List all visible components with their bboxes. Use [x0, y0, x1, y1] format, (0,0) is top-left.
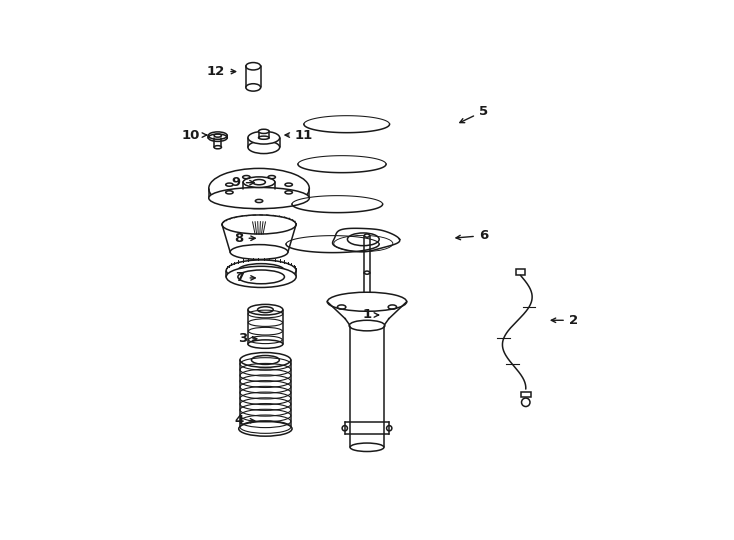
- Ellipse shape: [208, 132, 228, 139]
- Text: 11: 11: [285, 129, 313, 141]
- Ellipse shape: [327, 292, 407, 311]
- Bar: [521, 392, 531, 397]
- Ellipse shape: [222, 215, 296, 234]
- Ellipse shape: [364, 234, 370, 237]
- Ellipse shape: [522, 398, 530, 407]
- Ellipse shape: [248, 131, 280, 144]
- Ellipse shape: [258, 129, 269, 133]
- Ellipse shape: [349, 320, 385, 331]
- Ellipse shape: [248, 141, 280, 153]
- Bar: [516, 269, 526, 275]
- Ellipse shape: [230, 245, 288, 259]
- Text: 7: 7: [236, 272, 255, 285]
- Text: 8: 8: [234, 232, 255, 245]
- Text: 1: 1: [363, 308, 379, 321]
- Ellipse shape: [243, 177, 275, 187]
- Text: 6: 6: [456, 229, 488, 242]
- Ellipse shape: [239, 421, 292, 436]
- Ellipse shape: [246, 63, 261, 70]
- Text: 10: 10: [181, 129, 206, 141]
- Ellipse shape: [226, 266, 296, 287]
- Ellipse shape: [240, 353, 291, 367]
- Text: 2: 2: [551, 314, 578, 327]
- Text: 4: 4: [234, 414, 255, 427]
- Ellipse shape: [214, 146, 222, 149]
- Ellipse shape: [350, 443, 384, 451]
- Text: 12: 12: [207, 65, 236, 78]
- Ellipse shape: [238, 264, 285, 278]
- Ellipse shape: [208, 187, 309, 208]
- Text: 3: 3: [238, 332, 257, 345]
- Ellipse shape: [208, 168, 309, 208]
- Text: 9: 9: [232, 176, 254, 189]
- Ellipse shape: [248, 340, 283, 348]
- Ellipse shape: [226, 260, 296, 281]
- Ellipse shape: [248, 305, 283, 315]
- Text: 5: 5: [459, 105, 488, 123]
